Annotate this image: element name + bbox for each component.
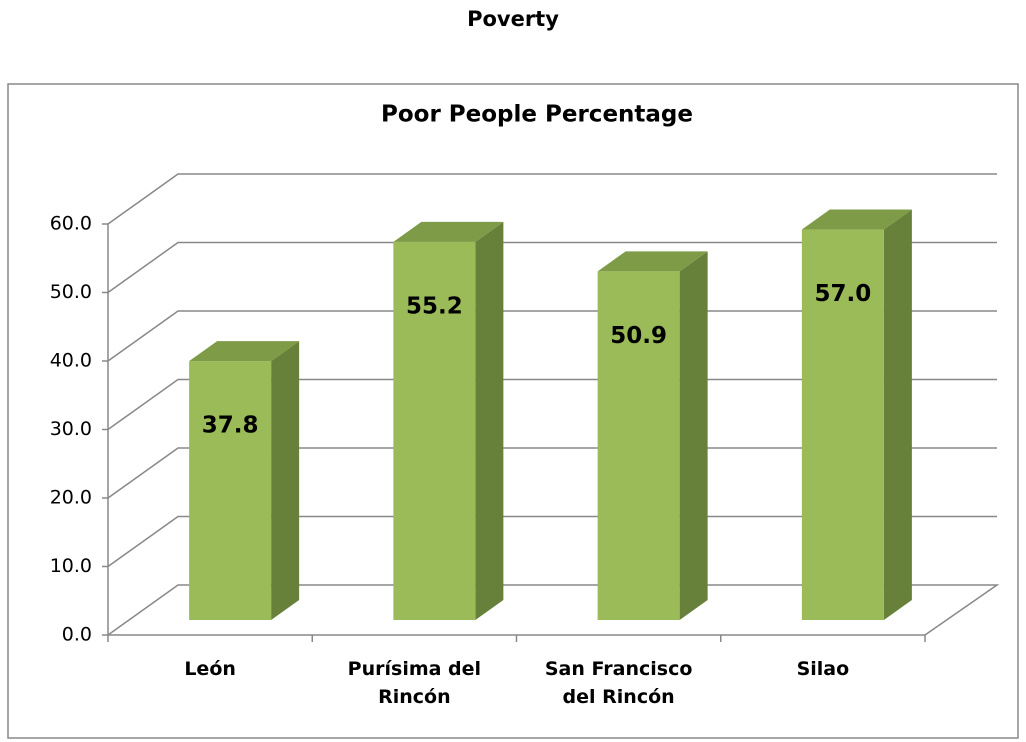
y-tick-label: 40.0 xyxy=(50,350,92,372)
bar-side xyxy=(475,221,504,620)
bar xyxy=(597,271,680,620)
grid-line xyxy=(107,310,997,362)
bar xyxy=(801,229,884,621)
data-label: 57.0 xyxy=(815,281,872,307)
data-label: 50.9 xyxy=(610,323,667,349)
y-tick-label: 60.0 xyxy=(50,213,92,235)
bar-top xyxy=(189,341,300,362)
grid-line xyxy=(107,378,997,431)
grid-line xyxy=(107,515,997,568)
grid-line xyxy=(107,447,997,499)
y-tick-label: 20.0 xyxy=(50,487,92,509)
bar-top xyxy=(393,221,504,242)
grid-line xyxy=(107,241,997,294)
bar xyxy=(393,241,476,620)
y-tick-label: 30.0 xyxy=(50,418,92,440)
y-tick-label: 50.0 xyxy=(50,281,92,303)
y-tick-label: 10.0 xyxy=(50,555,92,577)
grid-line xyxy=(107,173,997,225)
data-label: 37.8 xyxy=(202,413,259,439)
bar xyxy=(189,361,272,620)
x-tick-label: León xyxy=(184,658,236,680)
bar-side xyxy=(679,251,708,620)
x-tick-label: San Francisco del Rincón xyxy=(544,658,693,708)
page-heading: Poverty xyxy=(467,7,559,31)
bar-side xyxy=(271,341,300,620)
data-label: 55.2 xyxy=(406,293,463,319)
y-tick-label: 0.0 xyxy=(62,624,92,646)
bar-top xyxy=(597,251,708,272)
bar-side xyxy=(883,209,912,621)
floor xyxy=(107,584,1000,636)
x-tick-label: Purísima del Rincón xyxy=(347,658,482,708)
x-tick-label: Silao xyxy=(796,658,850,680)
bar-top xyxy=(801,209,912,230)
chart-title: Poor People Percentage xyxy=(381,102,693,128)
